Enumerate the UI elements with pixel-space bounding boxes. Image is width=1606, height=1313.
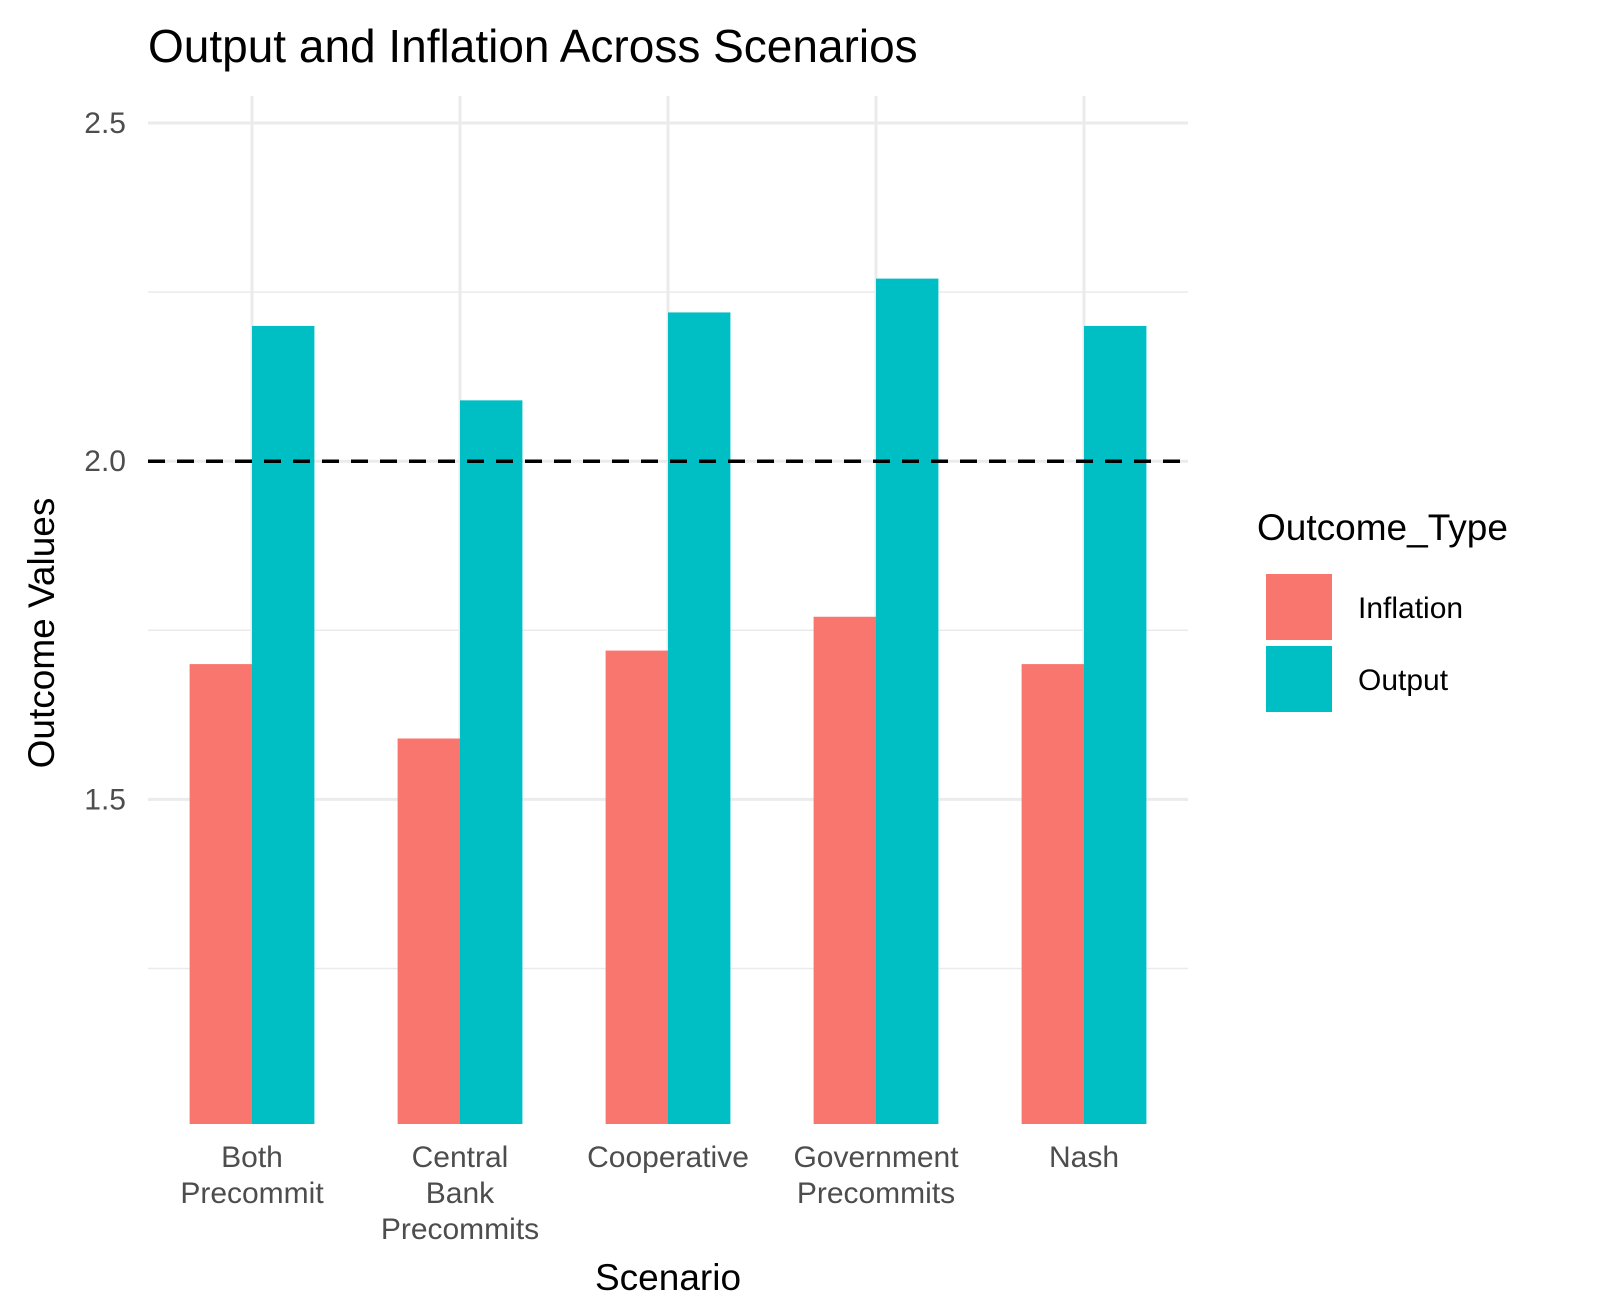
legend: Outcome_Type Inflation Output	[1257, 507, 1508, 712]
x-tick-label: Nash	[1049, 1141, 1119, 1174]
bar-inflation	[813, 616, 876, 1124]
y-tick-label: 1.5	[84, 783, 126, 816]
bar-output	[1084, 325, 1147, 1124]
y-axis-title: Outcome Values	[21, 498, 62, 769]
x-tick-labels: Both Precommit Central Bank Precommits Cooper…	[180, 1141, 1119, 1246]
bar-inflation	[605, 650, 668, 1124]
bar-output	[460, 400, 523, 1124]
x-tick-label: Government Precommits	[793, 1141, 959, 1210]
bars	[189, 278, 1147, 1125]
x-tick-label: Both Precommit	[180, 1141, 324, 1210]
x-tick-label: Cooperative	[587, 1141, 749, 1174]
y-tick-label: 2.0	[84, 445, 126, 478]
bar-inflation	[397, 738, 460, 1124]
legend-label-inflation: Inflation	[1358, 592, 1463, 625]
chart-title: Output and Inflation Across Scenarios	[148, 20, 918, 72]
legend-key-inflation	[1266, 574, 1332, 640]
legend-label-output: Output	[1358, 664, 1449, 697]
x-axis-title: Scenario	[595, 1257, 741, 1298]
bar-output	[668, 312, 731, 1125]
bar-output	[252, 325, 315, 1124]
y-tick-labels: 1.5 2.0 2.5	[84, 107, 126, 816]
legend-title: Outcome_Type	[1257, 507, 1508, 548]
bar-output	[876, 278, 939, 1125]
bar-inflation	[189, 664, 252, 1124]
y-tick-label: 2.5	[84, 107, 126, 140]
legend-key-output	[1266, 646, 1332, 712]
bar-inflation	[1021, 664, 1084, 1124]
x-tick-label: Central Bank Precommits	[381, 1141, 539, 1246]
